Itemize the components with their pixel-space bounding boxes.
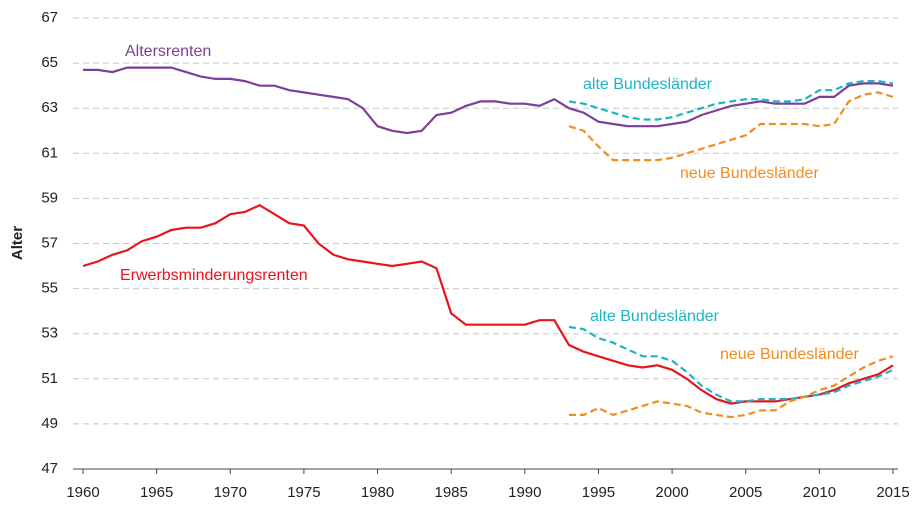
- y-tick-label: 67: [41, 9, 58, 26]
- y-tick-label: 59: [41, 189, 58, 206]
- x-tick-label: 1990: [508, 484, 541, 501]
- y-tick-label: 47: [41, 460, 58, 477]
- x-tick-label: 1995: [582, 484, 615, 501]
- x-tick-label: 2015: [876, 484, 909, 501]
- y-tick-label: 51: [41, 370, 58, 387]
- x-tick-label: 1980: [361, 484, 394, 501]
- series-label: alte Bundesländer: [583, 76, 713, 93]
- series-line: [569, 355, 894, 419]
- series-line: [568, 91, 894, 162]
- x-tick-label: 1970: [214, 484, 247, 501]
- series-label: neue Bundesländer: [720, 346, 859, 363]
- series-label: Altersrenten: [125, 43, 211, 60]
- y-tick-label: 61: [41, 144, 58, 161]
- series-line: [568, 80, 894, 121]
- series-line: [83, 66, 894, 135]
- series-label: alte Bundesländer: [590, 308, 720, 325]
- series-label: neue Bundesländer: [680, 165, 819, 182]
- x-tick-label: 1975: [287, 484, 320, 501]
- x-tick-label: 2000: [655, 484, 688, 501]
- y-tick-label: 57: [41, 234, 58, 251]
- series-line: [82, 203, 894, 405]
- series-line: [568, 325, 894, 403]
- series-label: Erwerbsminderungsrenten: [120, 267, 308, 284]
- x-tick-label: 1965: [140, 484, 173, 501]
- y-tick-label: 55: [41, 280, 58, 297]
- x-tick-label: 1985: [434, 484, 467, 501]
- y-tick-label: 53: [41, 325, 58, 342]
- x-tick-label: 2005: [729, 484, 762, 501]
- x-tick-label: 1960: [66, 484, 99, 501]
- y-tick-label: 49: [41, 415, 58, 432]
- y-tick-label: 65: [41, 54, 58, 71]
- y-axis-label: Alter: [9, 226, 26, 260]
- x-tick-label: 2010: [803, 484, 836, 501]
- y-tick-label: 63: [41, 99, 58, 116]
